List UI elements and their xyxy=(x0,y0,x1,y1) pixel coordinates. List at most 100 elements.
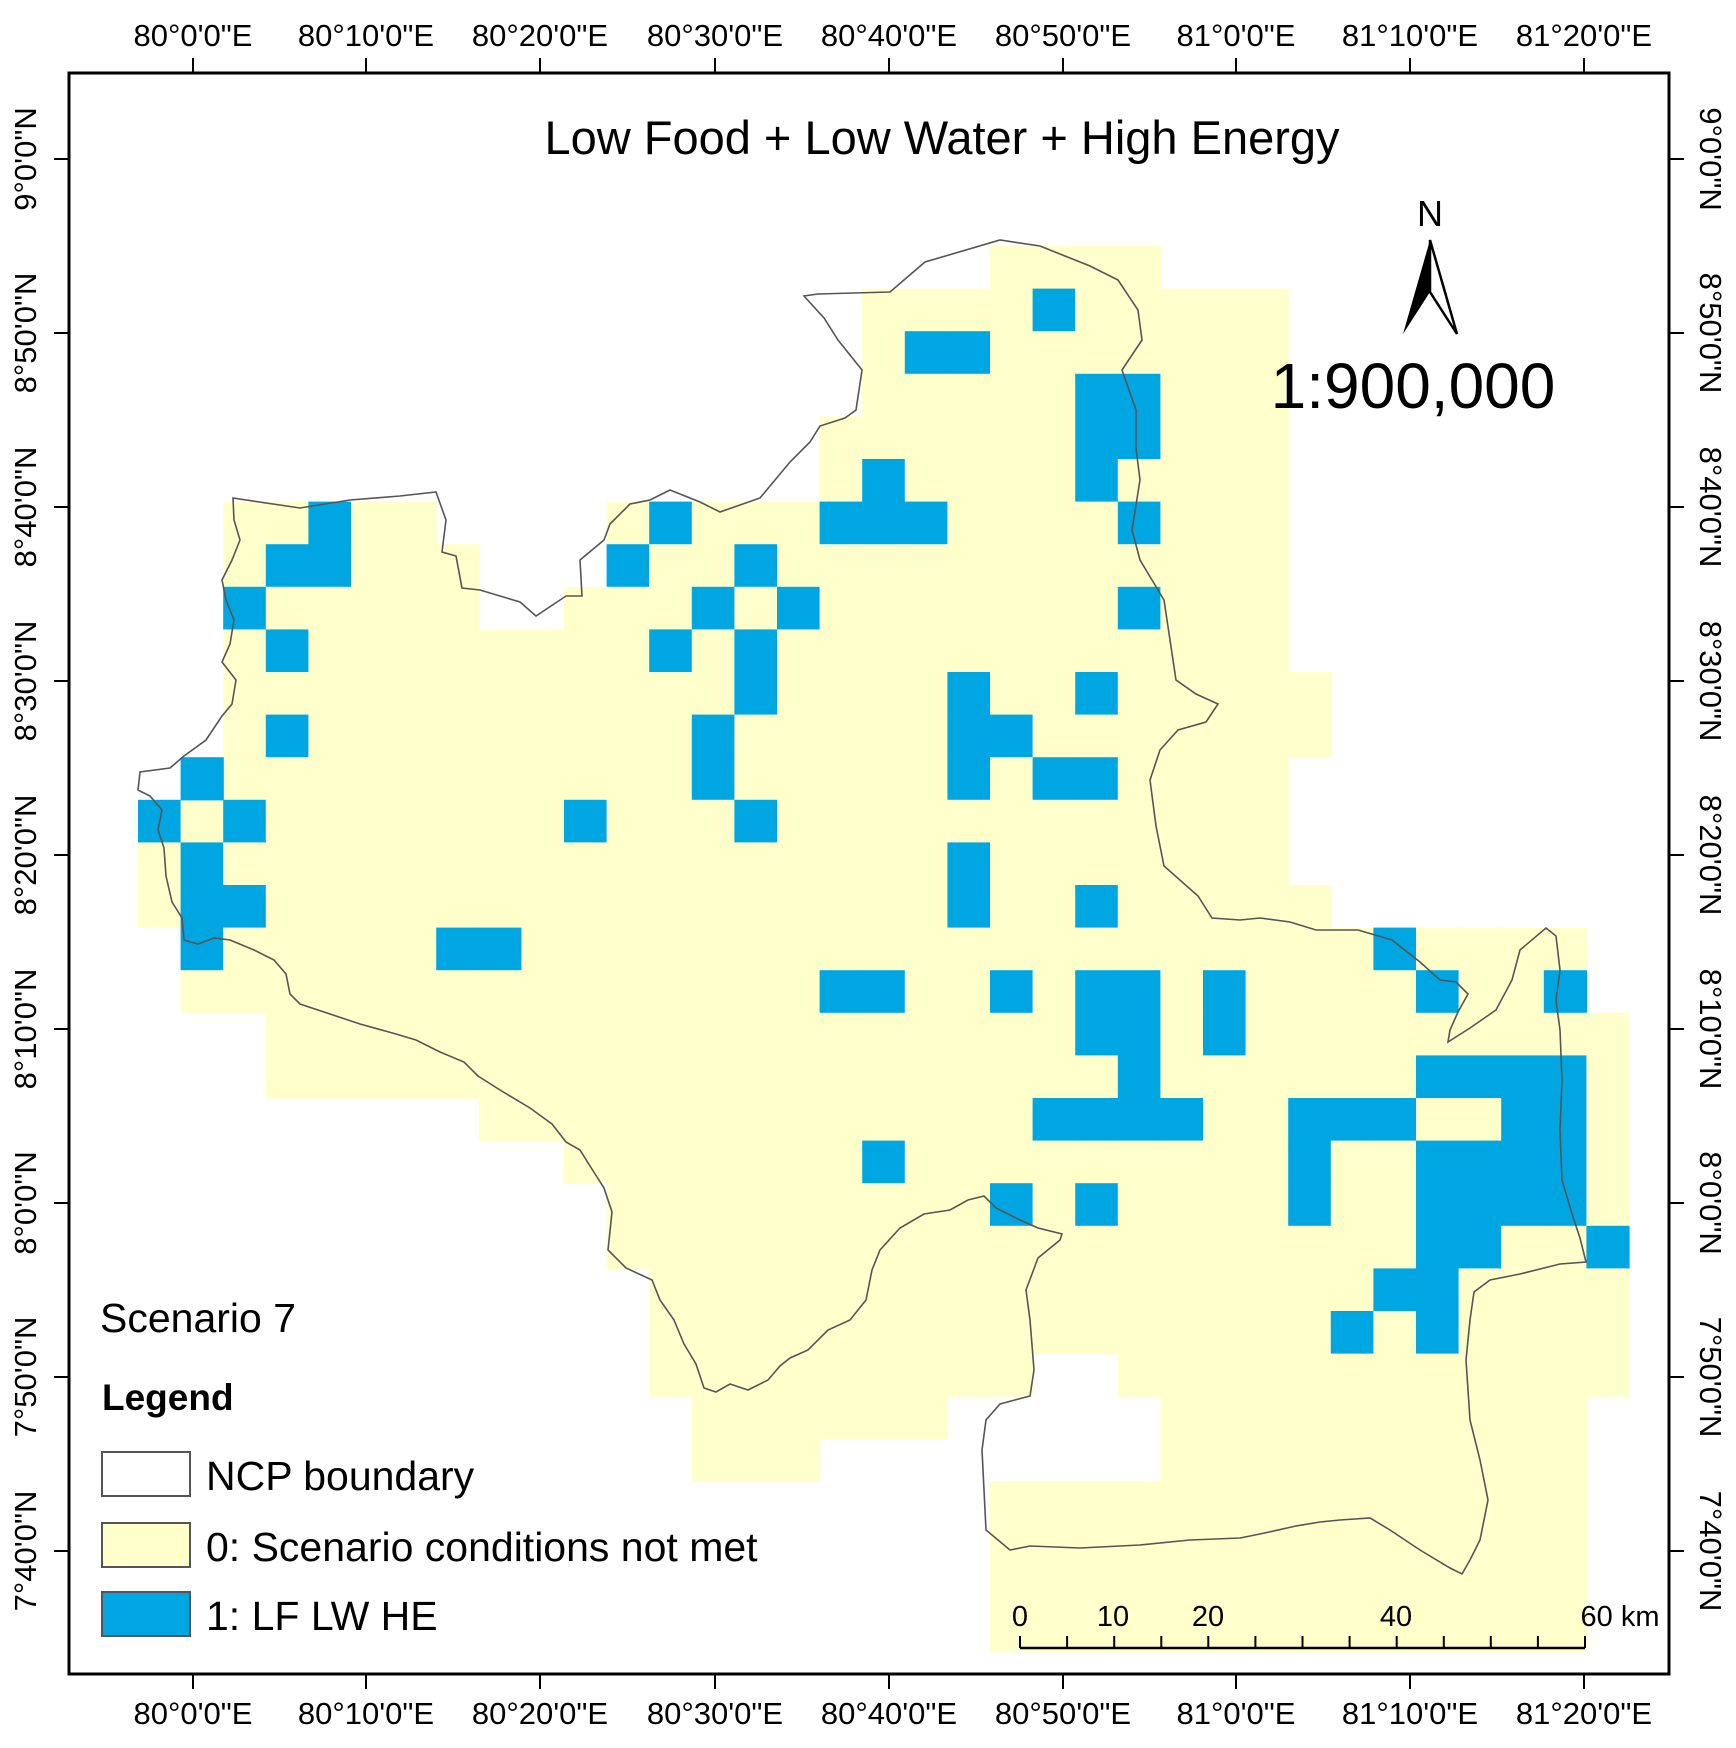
scenario-not-met-cell xyxy=(1203,416,1247,460)
scenario-not-met-cell xyxy=(1160,672,1204,716)
scenario-met-cell xyxy=(1117,501,1161,545)
scenario-not-met-cell xyxy=(436,586,480,630)
scenario-not-met-cell xyxy=(1330,1566,1374,1610)
scenario-not-met-cell xyxy=(691,799,735,843)
scenario-not-met-cell xyxy=(990,927,1034,971)
scenario-met-cell xyxy=(1117,416,1161,460)
scenario-not-met-cell xyxy=(734,927,778,971)
scenario-not-met-cell xyxy=(862,672,906,716)
scenario-not-met-cell xyxy=(947,1353,991,1397)
scenario-not-met-cell xyxy=(734,757,778,801)
scenario-not-met-cell xyxy=(351,672,395,716)
scenario-not-met-cell xyxy=(1458,1268,1502,1312)
scenario-not-met-cell xyxy=(990,246,1034,290)
scenario-not-met-cell xyxy=(1160,1183,1204,1227)
scenario-not-met-cell xyxy=(734,970,778,1014)
scenario-not-met-cell xyxy=(1501,1268,1545,1312)
scenario-not-met-cell xyxy=(1416,927,1460,971)
scenario-not-met-cell xyxy=(393,586,437,630)
scenario-not-met-cell xyxy=(1203,1098,1247,1142)
north-arrow-icon xyxy=(1403,240,1430,334)
scenario-not-met-cell xyxy=(1245,1353,1289,1397)
scenario-met-cell xyxy=(180,885,224,929)
bottom-lon-label: 80°40'0"E xyxy=(821,1696,957,1731)
bottom-longitude-labels: 80°0'0"E 80°10'0"E 80°20'0"E 80°30'0"E 8… xyxy=(134,1696,1653,1731)
scenario-not-met-cell xyxy=(223,629,267,673)
scenario-not-met-cell xyxy=(1117,1311,1161,1355)
scenario-not-met-cell xyxy=(1117,1268,1161,1312)
legend-swatch-met xyxy=(101,1591,191,1637)
scenario-not-met-cell xyxy=(1245,1268,1289,1312)
scenario-not-met-cell xyxy=(1203,1183,1247,1227)
scenario-not-met-cell xyxy=(606,757,650,801)
scenario-not-met-cell xyxy=(947,1225,991,1269)
scenario-met-cell xyxy=(947,757,991,801)
scenario-not-met-cell xyxy=(1160,1055,1204,1099)
scenario-not-met-cell xyxy=(1245,799,1289,843)
scenario-not-met-cell xyxy=(990,501,1034,545)
scenario-not-met-cell xyxy=(478,970,522,1014)
scenario-not-met-cell xyxy=(1330,1353,1374,1397)
scenario-not-met-cell xyxy=(862,1353,906,1397)
scenario-not-met-cell xyxy=(478,1098,522,1142)
scenario-not-met-cell xyxy=(1330,1396,1374,1440)
scenario-not-met-cell xyxy=(1586,1012,1630,1056)
scenario-not-met-cell xyxy=(564,714,608,758)
scenario-met-cell xyxy=(1203,1012,1247,1056)
scenario-not-met-cell xyxy=(521,842,565,886)
scenario-not-met-cell xyxy=(1075,927,1119,971)
legend: Legend NCP boundary 0: Scenario conditio… xyxy=(101,1377,758,1639)
scenario-not-met-cell xyxy=(351,544,395,588)
bottom-lon-label: 80°30'0"E xyxy=(647,1696,783,1731)
scenario-not-met-cell xyxy=(1203,1311,1247,1355)
scenario-not-met-cell xyxy=(1203,1396,1247,1440)
scenario-not-met-cell xyxy=(649,1225,693,1269)
scenario-met-cell xyxy=(1373,1268,1417,1312)
scenario-not-met-cell xyxy=(819,629,863,673)
scenario-not-met-cell xyxy=(393,501,437,545)
scenario-met-cell xyxy=(1117,1012,1161,1056)
scenario-not-met-cell xyxy=(1203,1225,1247,1269)
scenario-not-met-cell xyxy=(265,927,309,971)
scenario-not-met-cell xyxy=(990,416,1034,460)
scenario-not-met-cell xyxy=(308,799,352,843)
scenario-not-met-cell xyxy=(564,927,608,971)
scenario-not-met-cell xyxy=(862,416,906,460)
scenario-not-met-cell xyxy=(1373,1524,1417,1568)
scenario-not-met-cell xyxy=(1032,1140,1076,1184)
scenario-not-met-cell xyxy=(990,672,1034,716)
scenario-not-met-cell xyxy=(1117,1353,1161,1397)
scenario-not-met-cell xyxy=(1245,1609,1289,1653)
scenario-not-met-cell xyxy=(1117,246,1161,290)
map-title: Low Food + Low Water + High Energy xyxy=(544,111,1340,164)
scenario-not-met-cell xyxy=(1330,1609,1374,1653)
scenario-not-met-cell xyxy=(990,1055,1034,1099)
scenario-not-met-cell xyxy=(606,586,650,630)
scenario-not-met-cell xyxy=(1245,373,1289,417)
scenario-not-met-cell xyxy=(649,970,693,1014)
right-lat-label: 7°40'0"N xyxy=(1693,1491,1728,1612)
scenario-not-met-cell xyxy=(1032,544,1076,588)
scenario-met-cell xyxy=(862,501,906,545)
scenario-not-met-cell xyxy=(1117,714,1161,758)
scenario-not-met-cell xyxy=(904,1353,948,1397)
scenario-not-met-cell xyxy=(1203,1524,1247,1568)
scenario-not-met-cell xyxy=(521,714,565,758)
scenario-not-met-cell xyxy=(1373,970,1417,1014)
scenario-not-met-cell xyxy=(606,842,650,886)
scenario-not-met-cell xyxy=(1288,1438,1332,1482)
scenario-not-met-cell xyxy=(1288,1609,1332,1653)
scenario-not-met-cell xyxy=(521,1055,565,1099)
right-lat-label: 8°10'0"N xyxy=(1693,969,1728,1090)
scenario-not-met-cell xyxy=(1203,1140,1247,1184)
scenario-not-met-cell xyxy=(393,1012,437,1056)
scenario-not-met-cell xyxy=(649,672,693,716)
scenario-not-met-cell xyxy=(1032,586,1076,630)
scenario-met-cell xyxy=(1032,1098,1076,1142)
scenario-not-met-cell xyxy=(1032,1012,1076,1056)
scenario-not-met-cell xyxy=(819,1268,863,1312)
scenario-not-met-cell xyxy=(777,629,821,673)
scenario-met-cell xyxy=(1373,927,1417,971)
scenario-not-met-cell xyxy=(1373,1225,1417,1269)
scalebar-label-10: 10 xyxy=(1097,1601,1129,1633)
